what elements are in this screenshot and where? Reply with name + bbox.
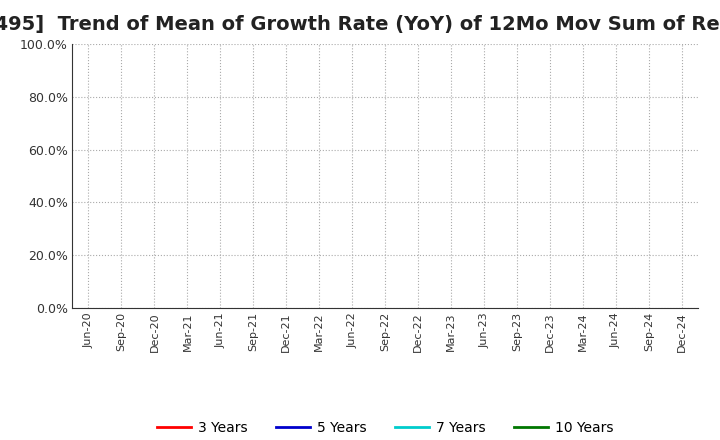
Title: [4495]  Trend of Mean of Growth Rate (YoY) of 12Mo Mov Sum of Revenues: [4495] Trend of Mean of Growth Rate (YoY… [0,15,720,34]
Legend: 3 Years, 5 Years, 7 Years, 10 Years: 3 Years, 5 Years, 7 Years, 10 Years [151,415,619,440]
